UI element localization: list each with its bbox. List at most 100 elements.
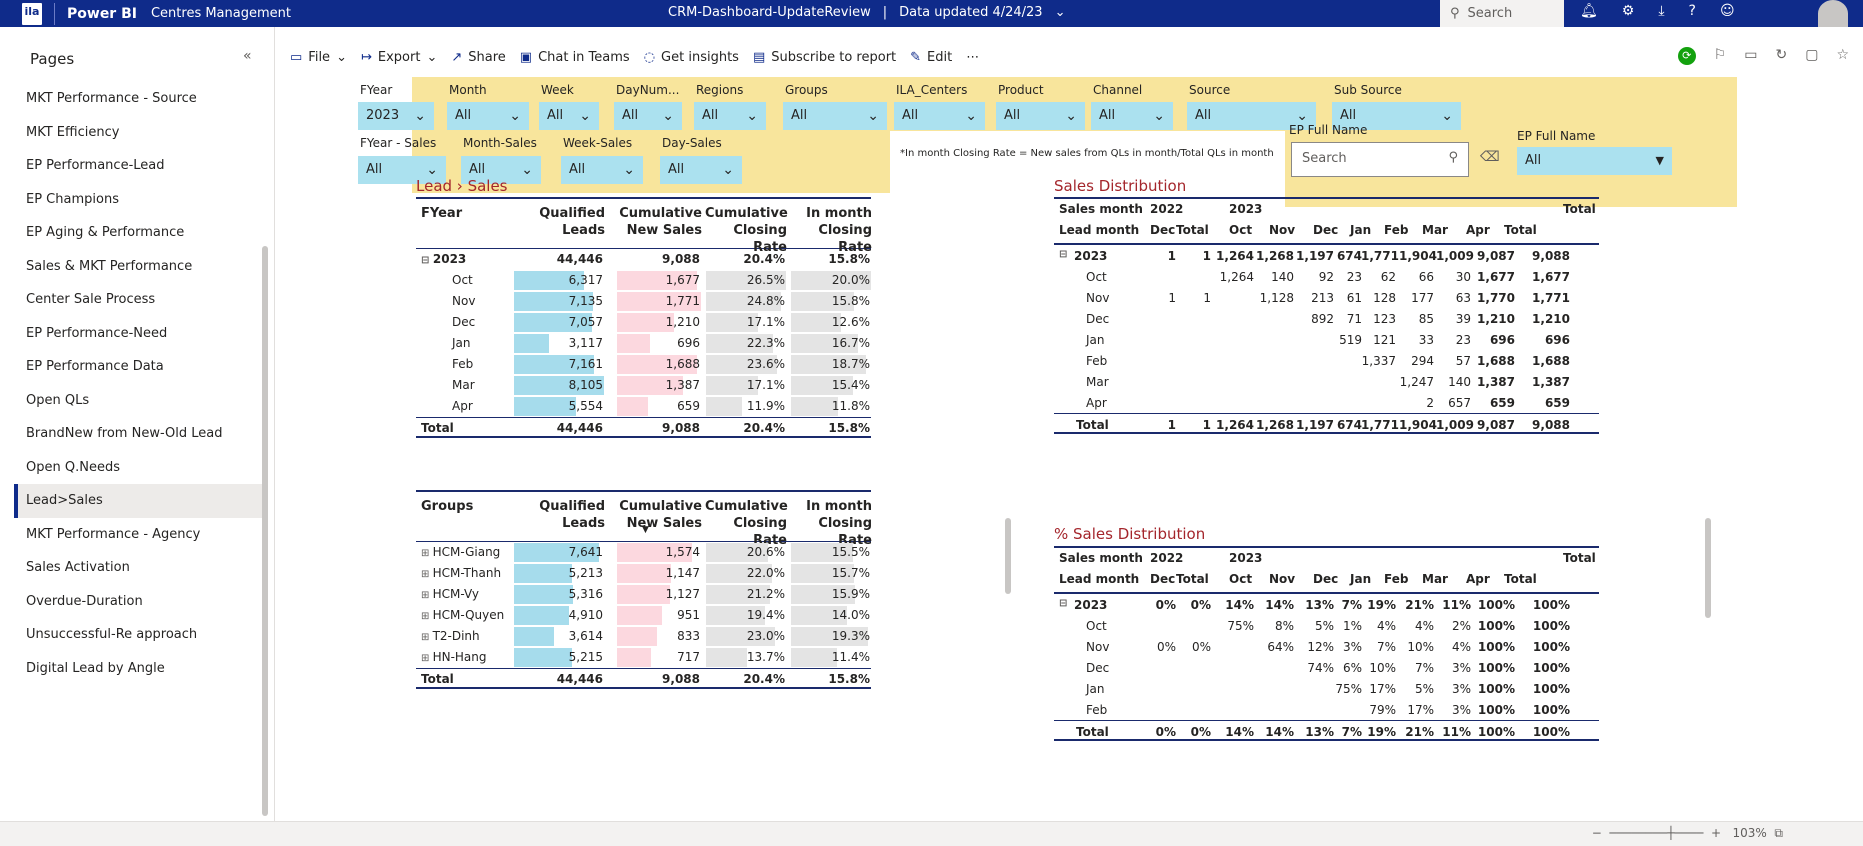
refresh-visuals-icon[interactable]: ⟳ — [1677, 47, 1696, 65]
file-menu[interactable]: ▭ File ⌄ — [290, 50, 347, 65]
bookmark-icon[interactable]: ⚐ — [1713, 47, 1727, 63]
filter-select[interactable]: All ⌄ — [894, 102, 985, 130]
sidebar-item[interactable]: EP Performance-Need — [26, 325, 168, 341]
filter-select[interactable]: All ⌄ — [660, 156, 742, 184]
sidebar-item[interactable]: Open QLs — [26, 392, 90, 408]
column-header[interactable]: Mar — [1422, 572, 1448, 586]
column-header[interactable]: Total — [1504, 572, 1537, 586]
export-menu[interactable]: ↦ Export ⌄ — [361, 50, 437, 65]
sort-desc-icon[interactable]: ▼ — [642, 525, 649, 535]
sidebar-item[interactable]: EP Aging & Performance — [26, 225, 185, 240]
comment-icon[interactable]: ▢ — [1805, 47, 1819, 63]
sidebar-item[interactable]: Digital Lead by Angle — [26, 660, 165, 676]
edit-button[interactable]: ✎ Edit — [910, 50, 952, 65]
sidebar-item[interactable]: Sales Activation — [26, 560, 130, 575]
table-row[interactable]: Nov 7,135 1,771 24.8% 15.8% — [416, 291, 871, 312]
column-header[interactable]: Total — [1504, 223, 1537, 237]
table-row[interactable]: Oct 6,317 1,677 26.5% 20.0% — [416, 270, 871, 291]
powerbi-brand[interactable]: Power BI — [67, 5, 137, 22]
zoom-control[interactable]: − ────────┼──── + 103% ⧉ — [1591, 826, 1783, 840]
sidebar-item[interactable]: Lead>Sales — [14, 484, 262, 518]
more-options-button[interactable]: ⋯ — [966, 50, 979, 65]
column-header[interactable]: Feb — [1384, 223, 1409, 237]
data-updated[interactable]: Data updated 4/24/23 — [899, 5, 1043, 20]
column-header[interactable]: Total — [1563, 202, 1596, 216]
sidebar-item[interactable]: Open Q.Needs — [26, 459, 120, 475]
download-icon[interactable]: ⤓ — [1658, 3, 1665, 19]
sidebar-item[interactable]: MKT Performance - Agency — [26, 526, 201, 542]
sidebar-item[interactable]: BrandNew from New-Old Lead — [26, 426, 223, 441]
get-insights-button[interactable]: ◌ Get insights — [644, 50, 739, 65]
column-header[interactable]: Cumulative Closing Rate — [705, 206, 788, 255]
column-header[interactable]: 2022 — [1150, 202, 1184, 216]
column-header[interactable]: Qualified Leads — [539, 499, 605, 531]
favorite-icon[interactable]: ☆ — [1836, 47, 1849, 63]
filter-select[interactable]: All ⌄ — [447, 102, 529, 130]
view-icon[interactable]: ▭ — [1744, 47, 1758, 63]
sidebar-item[interactable]: Center Sale Process — [26, 292, 156, 307]
table-row[interactable]: ⊞ HCM-Vy 5,316 1,127 21.2% 15.9% — [416, 584, 871, 605]
column-header[interactable]: Lead month — [1059, 223, 1140, 237]
collapse-icon[interactable]: ⊟ — [1059, 598, 1068, 609]
column-header[interactable]: Qualified Leads — [539, 206, 605, 238]
column-header[interactable]: Jan — [1350, 572, 1372, 586]
filter-select[interactable]: All ⌄ — [539, 102, 599, 130]
table-row[interactable]: Jan 3,117 696 22.3% 16.7% — [416, 333, 871, 354]
table-row[interactable]: ⊟ 2023 0% 0% 14% 14% 13% 7% 19% 21% 11% 100% 100% — [1054, 594, 1599, 615]
sidebar-scrollbar[interactable] — [262, 246, 268, 816]
table-row[interactable]: ⊞ HN-Hang 5,215 717 13.7% 11.4% — [416, 647, 871, 668]
sidebar-item[interactable]: EP Champions — [26, 191, 119, 207]
column-header[interactable]: Total — [1176, 223, 1209, 237]
table-row[interactable]: ⊞ T2-Dinh 3,614 833 23.0% 19.3% — [416, 626, 871, 647]
groups-scrollbar[interactable] — [1005, 518, 1011, 594]
column-header[interactable]: Cumulative New Sales — [619, 499, 702, 531]
column-header[interactable]: Dec — [1150, 223, 1176, 237]
sidebar-item[interactable]: EP Performance-Lead — [26, 158, 165, 173]
filter-select[interactable]: All ⌄ — [461, 156, 541, 184]
column-header[interactable]: 2022 — [1150, 551, 1184, 565]
column-header[interactable]: Mar — [1422, 223, 1448, 237]
table-row[interactable]: Total 1 1 1,264 1,268 1,197 674 1,771 1,904 1,009… — [1054, 413, 1599, 434]
table-row[interactable]: Feb 1,337 294 57 1,688 1,688 — [1054, 350, 1599, 371]
filter-select[interactable]: All ⌄ — [614, 102, 682, 130]
chat-in-teams-button[interactable]: ▣ Chat in Teams — [520, 50, 630, 65]
filter-select[interactable]: All ⌄ — [561, 156, 643, 184]
column-header[interactable]: Jan — [1350, 223, 1372, 237]
table-row[interactable]: Jan 75% 17% 5% 3% 100% 100% — [1054, 678, 1599, 699]
refresh-icon[interactable]: ↻ — [1775, 47, 1788, 63]
column-header[interactable]: Cumulative New Sales — [619, 206, 702, 238]
column-header[interactable]: FYear — [421, 206, 463, 221]
collapse-icon[interactable]: « — [243, 48, 252, 64]
share-button[interactable]: ↗ Share — [451, 50, 505, 65]
table-row[interactable]: Dec 7,057 1,210 17.1% 12.6% — [416, 312, 871, 333]
column-header[interactable]: Dec — [1150, 572, 1176, 586]
column-header[interactable]: Oct — [1229, 572, 1253, 586]
column-header[interactable]: Sales month — [1059, 551, 1143, 565]
table-row[interactable]: Oct 1,264 140 92 23 62 66 30 1,677 1,677 — [1054, 266, 1599, 287]
ila-logo[interactable]: ila — [22, 2, 42, 25]
column-header[interactable]: Apr — [1466, 223, 1490, 237]
filter-select[interactable]: All ⌄ — [996, 102, 1085, 130]
sidebar-item[interactable]: Overdue-Duration — [26, 593, 143, 609]
collapse-icon[interactable]: ⊟ — [1059, 249, 1068, 260]
table-row[interactable]: Nov 1 1 1,128 213 61 128 177 63 1,770 1,771 — [1054, 287, 1599, 308]
filter-select[interactable]: All ⌄ — [1332, 102, 1461, 130]
table-row[interactable]: Oct 75% 8% 5% 1% 4% 4% 2% 100% 100% — [1054, 615, 1599, 636]
avatar[interactable] — [1818, 0, 1848, 27]
column-header[interactable]: Total — [1176, 572, 1209, 586]
table-row[interactable]: Total 44,446 9,088 20.4% 15.8% — [416, 417, 871, 438]
column-header[interactable]: Sales month — [1059, 202, 1143, 216]
table-row[interactable]: ⊟ 2023 1 1 1,264 1,268 1,197 674 1,771 1,904 1,009… — [1054, 245, 1599, 266]
smiley-icon[interactable]: ☺ — [1719, 3, 1735, 19]
sidebar-item[interactable]: MKT Performance - Source — [26, 91, 197, 106]
filter-select[interactable]: 2023 ⌄ — [358, 102, 434, 130]
column-header[interactable]: Groups — [421, 499, 474, 514]
table-row[interactable]: Mar 1,247 140 1,387 1,387 — [1054, 371, 1599, 392]
ep-full-name-select[interactable]: All ▼ — [1517, 147, 1672, 175]
table-row[interactable]: Dec 74% 6% 10% 7% 3% 100% 100% — [1054, 657, 1599, 678]
filter-select[interactable]: All ⌄ — [1187, 102, 1316, 130]
eraser-icon[interactable]: ⌫ — [1480, 149, 1500, 165]
filter-select[interactable]: All ⌄ — [358, 156, 446, 184]
table-row[interactable]: Jan 519 121 33 23 696 696 — [1054, 329, 1599, 350]
workspace-name[interactable]: Centres Management — [150, 6, 291, 21]
